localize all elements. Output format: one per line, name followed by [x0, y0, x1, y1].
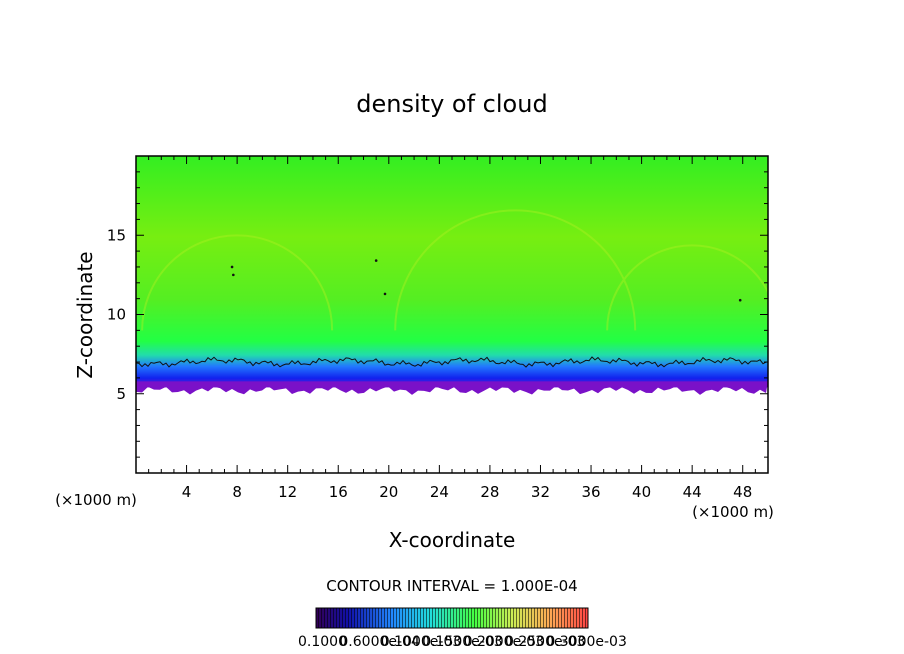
y-tick-label: 15: [107, 226, 126, 244]
contour-line: [136, 356, 767, 368]
x-unit-right: (×1000 m): [692, 503, 774, 521]
x-tick-label: 16: [329, 483, 348, 501]
contour-speck: [383, 292, 387, 296]
y-axis-label: Z-coordinate: [73, 251, 97, 378]
x-unit-left: (×1000 m): [55, 491, 137, 509]
cloud-upper-arcs: [141, 209, 768, 331]
x-tick-label: 48: [733, 483, 752, 501]
x-tick-label: 44: [683, 483, 702, 501]
contour-interval-label: CONTOUR INTERVAL = 1.000E-04: [326, 577, 577, 595]
contour-speck: [374, 259, 378, 262]
x-tick-label: 36: [581, 483, 600, 501]
colorbar-label: 0.2000e-03: [464, 634, 544, 650]
x-tick-label: 8: [232, 483, 242, 501]
colorbar-labels: 0.10000.6000e-040.1000e-030.1500e-030.20…: [298, 634, 627, 650]
y-tick-label: 10: [107, 306, 126, 324]
contour-speck: [230, 265, 234, 269]
y-tick-label: 5: [116, 385, 126, 403]
x-tick-label: 20: [379, 483, 398, 501]
x-tick-label: 32: [531, 483, 550, 501]
contour-speck: [232, 273, 235, 277]
colorbar-label: 0.2500e-03: [505, 634, 585, 650]
cloud-field: [136, 156, 768, 388]
colorbar-frame: [315, 607, 589, 629]
plot-area: [136, 156, 768, 395]
y-axis: 5 10 15: [107, 171, 768, 458]
x-axis: 4 8 12 16 20 24 28 32 36 40 44 48: [148, 156, 756, 501]
contour-specks: [230, 259, 742, 302]
x-tick-label: 24: [430, 483, 449, 501]
x-axis-label: X-coordinate: [389, 528, 516, 552]
colorbar-label: 0.1500e-03: [422, 634, 502, 650]
x-tick-label: 28: [480, 483, 499, 501]
x-tick-label: 40: [632, 483, 651, 501]
colorbar-label: 0.3000e-03: [546, 634, 626, 650]
colorbar-label: 0.1000: [298, 634, 347, 650]
colorbar-label: 0.1000e-03: [381, 634, 461, 650]
chart-title: density of cloud: [356, 90, 547, 118]
x-tick-label: 12: [278, 483, 297, 501]
x-tick-label: 4: [182, 483, 192, 501]
contour-speck: [738, 298, 742, 302]
colorbar-stripes: [316, 608, 588, 628]
cloud-base-edge: [136, 381, 768, 395]
colorbar-label: 0.6000e-04: [339, 634, 420, 650]
